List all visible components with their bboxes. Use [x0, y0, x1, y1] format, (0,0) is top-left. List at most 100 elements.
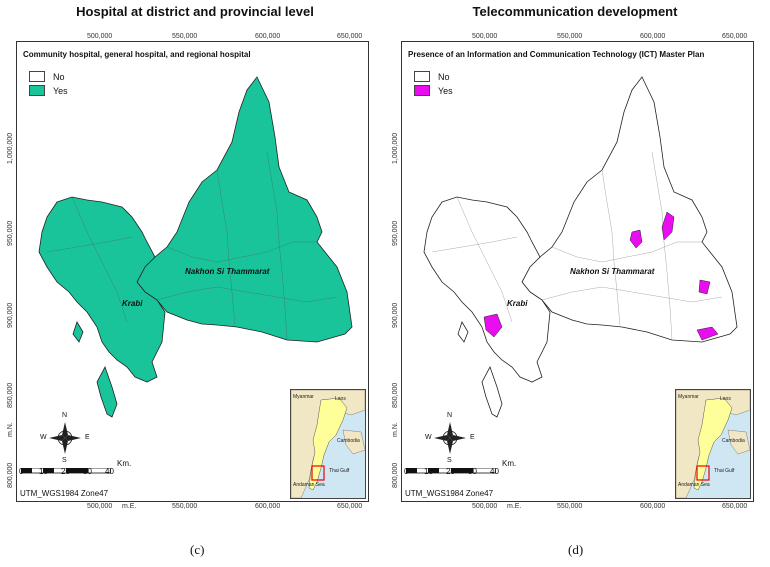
- inset-label-andaman: Andaman Sea: [293, 482, 325, 488]
- scale-tick: 30: [83, 467, 92, 476]
- compass-s: S: [447, 457, 452, 464]
- legend-swatch-no: [29, 71, 45, 82]
- north-arrow-icon: N S W E: [425, 412, 475, 464]
- x-tick: 650,000: [337, 503, 363, 510]
- southern-island: [481, 366, 503, 418]
- lanta-island: [72, 321, 84, 343]
- y-tick: 900,000: [7, 302, 14, 328]
- ict-district-north-1: [629, 229, 643, 249]
- ict-plan-districts: [483, 211, 719, 341]
- province-shapes: [423, 76, 738, 418]
- map-legend: No Yes: [414, 71, 453, 99]
- district-boundaries: [431, 151, 723, 341]
- scale-tick: 30: [468, 467, 477, 476]
- x-tick: 600,000: [255, 503, 281, 510]
- locator-inset: Myanmar Laos Cambodia Thai Gulf Andaman …: [675, 389, 751, 499]
- north-arrow-icon: N S W E: [40, 412, 90, 464]
- inset-label-myanmar: Myanmar: [678, 394, 699, 400]
- scale-tick: 20: [446, 467, 455, 476]
- map-subtitle: Community hospital, general hospital, an…: [23, 50, 251, 59]
- compass-n: N: [62, 412, 68, 419]
- inset-label-cambodia: Cambodia: [722, 438, 745, 444]
- nakhon-si-thammarat-region: [521, 76, 738, 343]
- legend-label-no: No: [53, 71, 65, 82]
- y-unit: m.N.: [392, 422, 399, 437]
- x-tick: 550,000: [557, 503, 583, 510]
- ict-district-east: [698, 279, 711, 295]
- map-panel-d: 500,000 550,000 600,000 650,000 500,000 …: [392, 33, 754, 510]
- ict-district-south: [696, 326, 719, 341]
- compass-w: W: [40, 434, 47, 441]
- x-unit: m.E.: [122, 503, 137, 510]
- legend-swatch-yes: [29, 85, 45, 96]
- legend-label-yes: Yes: [438, 85, 453, 96]
- scale-unit: Km.: [117, 459, 132, 468]
- place-label-krabi: Krabi: [507, 299, 528, 308]
- map-subtitle: Presence of an Information and Communica…: [408, 50, 705, 59]
- krabi-region: [38, 196, 166, 383]
- legend-swatch-no: [414, 71, 430, 82]
- panel-c-title: Hospital at district and provincial leve…: [76, 4, 314, 19]
- inset-label-myanmar: Myanmar: [293, 394, 314, 400]
- x-tick: 650,000: [337, 33, 363, 40]
- inset-label-andaman: Andaman Sea: [678, 482, 710, 488]
- x-tick: 500,000: [87, 33, 113, 40]
- scale-tick: 0: [404, 467, 409, 476]
- x-tick: 500,000: [472, 33, 498, 40]
- locator-inset: Myanmar Laos Cambodia Thai Gulf Andaman …: [290, 389, 366, 499]
- inset-label-laos: Laos: [335, 396, 346, 402]
- ict-district-krabi: [483, 313, 503, 338]
- inset-label-thai-gulf: Thai Gulf: [714, 468, 735, 474]
- place-label-nakhon: Nakhon Si Thammarat: [185, 267, 270, 276]
- x-tick: 600,000: [255, 33, 281, 40]
- projection-label: UTM_WGS1984 Zone47: [405, 489, 494, 498]
- panel-c-caption: (c): [190, 542, 205, 557]
- scale-tick: 40: [490, 467, 499, 476]
- x-tick: 650,000: [722, 503, 748, 510]
- projection-label: UTM_WGS1984 Zone47: [20, 489, 109, 498]
- y-tick: 850,000: [7, 382, 14, 408]
- compass-e: E: [85, 434, 90, 441]
- scale-tick: 0: [19, 467, 24, 476]
- panel-d-title: Telecommunication development: [472, 4, 678, 19]
- x-tick: 500,000: [87, 503, 113, 510]
- compass-n: N: [447, 412, 453, 419]
- legend-swatch-yes: [414, 85, 430, 96]
- place-label-nakhon: Nakhon Si Thammarat: [570, 267, 655, 276]
- district-boundaries: [46, 151, 338, 341]
- map-panel-c: 500,000 550,000 600,000 650,000 500,000 …: [7, 33, 369, 510]
- x-unit: m.E.: [507, 503, 522, 510]
- y-unit: m.N.: [7, 422, 14, 437]
- place-label-krabi: Krabi: [122, 299, 143, 308]
- scale-bar: 0 10 20 30 40 Km.: [19, 459, 131, 479]
- x-tick: 500,000: [472, 503, 498, 510]
- panel-d-caption: (d): [568, 542, 584, 557]
- y-tick: 800,000: [392, 462, 399, 488]
- scale-tick: 10: [39, 467, 48, 476]
- x-tick: 550,000: [172, 503, 198, 510]
- compass-w: W: [425, 434, 432, 441]
- southern-island: [96, 366, 118, 418]
- x-tick: 550,000: [557, 33, 583, 40]
- krabi-region: [423, 196, 551, 383]
- y-tick: 850,000: [392, 382, 399, 408]
- ict-district-north-2: [661, 211, 675, 241]
- scale-bar: 0 10 20 30 40 Km.: [404, 459, 516, 479]
- lanta-island: [457, 321, 469, 343]
- nakhon-si-thammarat-region: [136, 76, 353, 343]
- legend-label-yes: Yes: [53, 85, 68, 96]
- scale-tick: 10: [424, 467, 433, 476]
- province-shapes: [38, 76, 353, 418]
- scale-unit: Km.: [502, 459, 517, 468]
- inset-label-cambodia: Cambodia: [337, 438, 360, 444]
- y-tick: 950,000: [7, 220, 14, 246]
- compass-e: E: [470, 434, 475, 441]
- scale-tick: 20: [61, 467, 70, 476]
- x-tick: 550,000: [172, 33, 198, 40]
- legend-label-no: No: [438, 71, 450, 82]
- y-tick: 950,000: [392, 220, 399, 246]
- inset-label-laos: Laos: [720, 396, 731, 402]
- y-tick: 1,000,000: [7, 132, 14, 164]
- compass-s: S: [62, 457, 67, 464]
- y-tick: 800,000: [7, 462, 14, 488]
